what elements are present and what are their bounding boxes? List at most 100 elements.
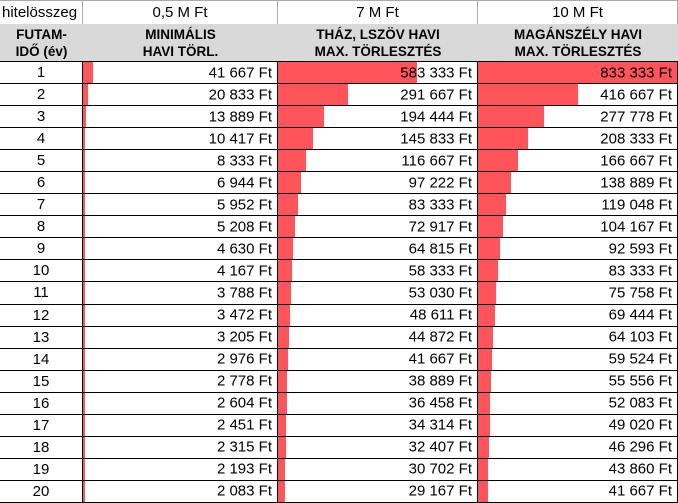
maganszely-header-cell[interactable]: MAGÁNSZÉLY HAVI MAX. TÖRLESZTÉS <box>478 24 678 61</box>
thaz-payment-cell[interactable]: 29 167 Ft <box>278 480 478 502</box>
thaz-payment-cell[interactable]: 36 458 Ft <box>278 392 478 414</box>
year-cell[interactable]: 9 <box>0 238 83 260</box>
year-cell[interactable]: 4 <box>0 128 83 150</box>
year-cell[interactable]: 12 <box>0 304 83 326</box>
min-payment-cell[interactable]: 5 952 Ft <box>83 194 278 216</box>
maganszely-payment-cell[interactable]: 208 333 Ft <box>478 128 678 150</box>
data-bar <box>478 172 512 194</box>
thaz-payment-cell[interactable]: 116 667 Ft <box>278 150 478 172</box>
amount-7m-cell[interactable]: 7 M Ft <box>278 1 478 24</box>
min-payment-header-line1: MINIMÁLIS <box>145 26 216 42</box>
maganszely-payment-cell[interactable]: 46 296 Ft <box>478 436 678 458</box>
year-cell[interactable]: 17 <box>0 414 83 436</box>
maganszely-payment-cell[interactable]: 92 593 Ft <box>478 238 678 260</box>
min-payment-cell[interactable]: 6 944 Ft <box>83 172 278 194</box>
maganszely-payment-cell[interactable]: 59 524 Ft <box>478 348 678 370</box>
maganszely-payment-cell[interactable]: 277 778 Ft <box>478 106 678 128</box>
maganszely-payment-cell[interactable]: 41 667 Ft <box>478 480 678 502</box>
amount-10m-cell[interactable]: 10 M Ft <box>478 1 678 24</box>
min-payment-cell[interactable]: 20 833 Ft <box>83 84 278 106</box>
thaz-payment-cell[interactable]: 145 833 Ft <box>278 128 478 150</box>
min-payment-cell[interactable]: 4 630 Ft <box>83 238 278 260</box>
min-payment-cell[interactable]: 2 083 Ft <box>83 480 278 502</box>
year-cell[interactable]: 15 <box>0 370 83 392</box>
year-cell[interactable]: 11 <box>0 282 83 304</box>
year-cell[interactable]: 2 <box>0 84 83 106</box>
thaz-payment-cell[interactable]: 583 333 Ft <box>278 62 478 84</box>
min-payment-cell[interactable]: 3 788 Ft <box>83 282 278 304</box>
min-payment-cell[interactable]: 2 778 Ft <box>83 370 278 392</box>
thaz-payment-cell[interactable]: 38 889 Ft <box>278 370 478 392</box>
thaz-payment-cell[interactable]: 291 667 Ft <box>278 84 478 106</box>
thaz-payment-cell[interactable]: 72 917 Ft <box>278 216 478 238</box>
thaz-payment-cell[interactable]: 48 611 Ft <box>278 304 478 326</box>
year-cell[interactable]: 19 <box>0 458 83 480</box>
thaz-payment-cell[interactable]: 34 314 Ft <box>278 414 478 436</box>
year-cell[interactable]: 1 <box>0 62 83 84</box>
year-cell[interactable]: 8 <box>0 216 83 238</box>
maganszely-payment-cell[interactable]: 166 667 Ft <box>478 150 678 172</box>
min-payment-cell[interactable]: 2 604 Ft <box>83 392 278 414</box>
maganszely-payment-cell[interactable]: 55 556 Ft <box>478 370 678 392</box>
thaz-payment-cell[interactable]: 32 407 Ft <box>278 436 478 458</box>
term-header-cell[interactable]: FUTAM- IDŐ (év) <box>0 24 83 61</box>
maganszely-payment-cell[interactable]: 138 889 Ft <box>478 172 678 194</box>
data-bar <box>83 260 85 282</box>
data-bar <box>278 194 298 216</box>
min-payment-cell[interactable]: 5 208 Ft <box>83 216 278 238</box>
payment-value: 34 314 Ft <box>408 416 472 434</box>
thaz-payment-cell[interactable]: 83 333 Ft <box>278 194 478 216</box>
maganszely-payment-cell[interactable]: 119 048 Ft <box>478 194 678 216</box>
maganszely-payment-cell[interactable]: 49 020 Ft <box>478 414 678 436</box>
maganszely-payment-cell[interactable]: 833 333 Ft <box>478 62 678 84</box>
min-payment-cell[interactable]: 3 472 Ft <box>83 304 278 326</box>
table-row: 3 13 889 Ft 194 444 Ft 277 778 Ft <box>0 106 678 129</box>
amount-05m-cell[interactable]: 0,5 M Ft <box>83 1 278 24</box>
thaz-payment-cell[interactable]: 58 333 Ft <box>278 260 478 282</box>
maganszely-payment-cell[interactable]: 83 333 Ft <box>478 260 678 282</box>
min-payment-cell[interactable]: 2 193 Ft <box>83 458 278 480</box>
min-payment-header-cell[interactable]: MINIMÁLIS HAVI TÖRL. <box>83 24 278 61</box>
min-payment-cell[interactable]: 2 976 Ft <box>83 348 278 370</box>
thaz-payment-cell[interactable]: 53 030 Ft <box>278 282 478 304</box>
maganszely-payment-cell[interactable]: 69 444 Ft <box>478 304 678 326</box>
payment-value: 116 667 Ft <box>401 152 472 170</box>
maganszely-payment-cell[interactable]: 416 667 Ft <box>478 84 678 106</box>
thaz-payment-cell[interactable]: 194 444 Ft <box>278 106 478 128</box>
payment-value: 4 167 Ft <box>216 262 272 280</box>
loan-label-cell[interactable]: hitelösszeg <box>0 1 83 24</box>
min-payment-cell[interactable]: 8 333 Ft <box>83 150 278 172</box>
min-payment-cell[interactable]: 10 417 Ft <box>83 128 278 150</box>
payment-value: 41 667 Ft <box>408 350 472 368</box>
min-payment-cell[interactable]: 2 315 Ft <box>83 436 278 458</box>
year-cell[interactable]: 3 <box>0 106 83 128</box>
maganszely-payment-cell[interactable]: 64 103 Ft <box>478 326 678 348</box>
data-bar <box>83 282 85 304</box>
maganszely-payment-cell[interactable]: 104 167 Ft <box>478 216 678 238</box>
thaz-payment-cell[interactable]: 97 222 Ft <box>278 172 478 194</box>
maganszely-payment-cell[interactable]: 43 860 Ft <box>478 458 678 480</box>
data-bar <box>478 238 501 260</box>
year-cell[interactable]: 20 <box>0 480 83 502</box>
thaz-payment-cell[interactable]: 41 667 Ft <box>278 348 478 370</box>
min-payment-cell[interactable]: 2 451 Ft <box>83 414 278 436</box>
thaz-payment-cell[interactable]: 64 815 Ft <box>278 238 478 260</box>
year-cell[interactable]: 6 <box>0 172 83 194</box>
thaz-header-cell[interactable]: THÁZ, LSZÖV HAVI MAX. TÖRLESZTÉS <box>278 24 478 61</box>
year-cell[interactable]: 7 <box>0 194 83 216</box>
maganszely-payment-cell[interactable]: 52 083 Ft <box>478 392 678 414</box>
year-cell[interactable]: 18 <box>0 436 83 458</box>
year-cell[interactable]: 10 <box>0 260 83 282</box>
maganszely-payment-cell[interactable]: 75 758 Ft <box>478 282 678 304</box>
data-bar <box>478 84 578 106</box>
min-payment-cell[interactable]: 4 167 Ft <box>83 260 278 282</box>
year-cell[interactable]: 14 <box>0 348 83 370</box>
min-payment-cell[interactable]: 41 667 Ft <box>83 62 278 84</box>
min-payment-cell[interactable]: 13 889 Ft <box>83 106 278 128</box>
year-cell[interactable]: 13 <box>0 326 83 348</box>
min-payment-cell[interactable]: 3 205 Ft <box>83 326 278 348</box>
thaz-payment-cell[interactable]: 44 872 Ft <box>278 326 478 348</box>
year-cell[interactable]: 5 <box>0 150 83 172</box>
year-cell[interactable]: 16 <box>0 392 83 414</box>
thaz-payment-cell[interactable]: 30 702 Ft <box>278 458 478 480</box>
